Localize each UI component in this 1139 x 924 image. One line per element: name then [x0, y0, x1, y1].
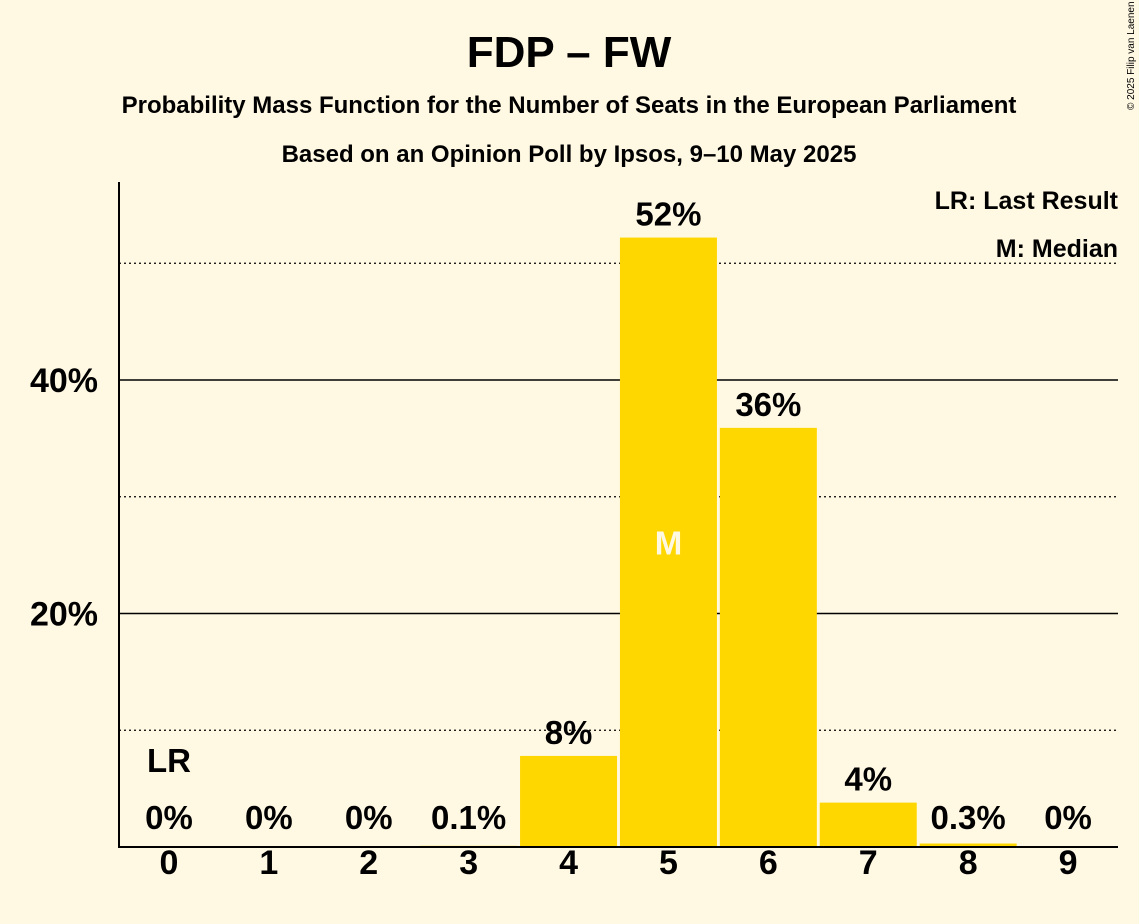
bar: [719, 427, 817, 847]
copyright-note: © 2025 Filip van Laenen: [1126, 1, 1137, 110]
x-tick-label: 8: [959, 844, 978, 882]
x-tick-label: 5: [659, 844, 678, 882]
y-tick-label: 20%: [30, 596, 98, 634]
bar: [619, 237, 717, 847]
x-tick-label: 7: [859, 844, 878, 882]
value-label: 0%: [345, 799, 393, 836]
chart-title: FDP – FW: [467, 28, 672, 77]
x-tick-label: 6: [759, 844, 778, 882]
value-label: 0%: [1044, 799, 1092, 836]
bar-labels: 0% 0 LR 0% 1 0% 2 0.1% 3 8% 4 52% 5 M 36% 6 4% 7 0.3% 8 0% 9: [145, 196, 1092, 882]
x-tick-label: 1: [259, 844, 278, 882]
bar: [919, 843, 1017, 847]
bar: [819, 802, 917, 847]
legend-last-result: LR: Last Result: [935, 187, 1119, 215]
value-label: 0%: [245, 799, 293, 836]
last-result-marker: LR: [147, 742, 191, 779]
chart-subtitle: Probability Mass Function for the Number…: [122, 92, 1017, 119]
x-tick-label: 3: [459, 844, 478, 882]
value-label: 0.3%: [931, 799, 1006, 836]
y-tick-label: 40%: [30, 362, 98, 400]
x-tick-label: 9: [1059, 844, 1078, 882]
median-marker: M: [655, 524, 683, 561]
value-label: 4%: [844, 761, 892, 798]
axes: [118, 182, 1118, 848]
value-label: 8%: [545, 714, 593, 751]
gridlines: 20% 40%: [30, 262, 1118, 731]
x-tick-label: 0: [159, 844, 178, 882]
bar: [520, 755, 618, 847]
value-label: 0%: [145, 799, 193, 836]
chart-subtitle-2: Based on an Opinion Poll by Ipsos, 9–10 …: [282, 141, 857, 168]
legend-median: M: Median: [996, 235, 1118, 263]
value-label: 52%: [635, 196, 701, 233]
x-tick-label: 4: [559, 844, 578, 882]
x-tick-label: 2: [359, 844, 378, 882]
value-label: 36%: [735, 386, 801, 423]
bars: [420, 237, 1017, 847]
value-label: 0.1%: [431, 799, 506, 836]
